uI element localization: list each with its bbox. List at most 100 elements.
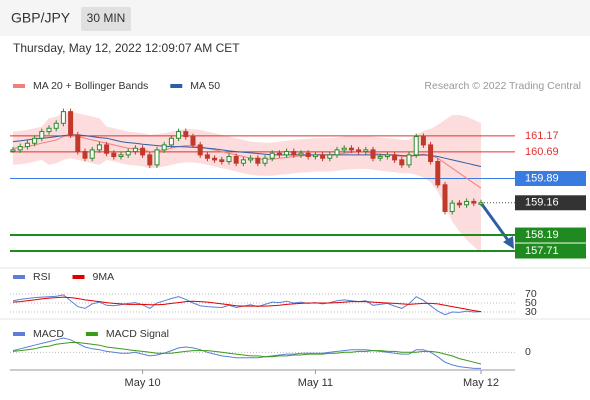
candle bbox=[240, 159, 246, 164]
candle bbox=[284, 151, 290, 156]
candle bbox=[399, 159, 405, 166]
candle bbox=[420, 136, 426, 146]
candle bbox=[442, 184, 448, 212]
legend-label: 9MA bbox=[93, 271, 115, 283]
candle bbox=[334, 149, 340, 156]
level-label: 160.69 bbox=[525, 146, 559, 158]
credit: Research © 2022 Trading Central bbox=[424, 80, 581, 92]
candle bbox=[204, 154, 210, 159]
candle bbox=[428, 144, 434, 163]
candle bbox=[219, 159, 225, 163]
candle bbox=[312, 154, 318, 158]
candle bbox=[276, 152, 282, 156]
candle bbox=[262, 157, 268, 164]
indicator-line bbox=[12, 294, 482, 316]
legend-swatch bbox=[85, 332, 98, 336]
level-tag bbox=[515, 170, 586, 186]
candle bbox=[96, 144, 102, 151]
candle bbox=[392, 154, 398, 161]
legend-swatch bbox=[72, 275, 85, 279]
timestamp: Thursday, May 12, 2022 12:09:07 AM CET bbox=[13, 41, 240, 55]
candle bbox=[60, 111, 66, 124]
candle bbox=[24, 142, 30, 148]
candle bbox=[233, 156, 239, 164]
candle bbox=[197, 144, 203, 156]
candle bbox=[125, 151, 131, 156]
candle bbox=[154, 149, 160, 166]
candle bbox=[406, 154, 412, 166]
legend-label: MACD Signal bbox=[106, 328, 169, 340]
candle bbox=[305, 152, 311, 158]
candle bbox=[384, 154, 390, 158]
level-label: 157.71 bbox=[525, 245, 559, 257]
candle bbox=[464, 200, 470, 206]
candle bbox=[320, 154, 326, 159]
symbol: GBP/JPY bbox=[11, 10, 71, 26]
legend-swatch bbox=[13, 332, 25, 336]
level-label: 159.16 bbox=[525, 197, 559, 209]
level-tag bbox=[515, 195, 586, 211]
level-label: 159.89 bbox=[525, 172, 559, 184]
candle bbox=[348, 147, 354, 151]
legend-label: MACD bbox=[33, 328, 64, 340]
legend-swatch bbox=[13, 84, 25, 88]
indicator-line bbox=[12, 296, 482, 313]
legend-label: RSI bbox=[33, 271, 51, 283]
level-tag bbox=[515, 243, 586, 259]
candle bbox=[10, 149, 16, 152]
candle bbox=[75, 134, 81, 153]
candle bbox=[46, 127, 52, 133]
candle bbox=[89, 149, 95, 159]
candle bbox=[53, 122, 59, 129]
candle bbox=[255, 157, 261, 164]
candle bbox=[413, 136, 419, 156]
candle bbox=[341, 147, 347, 151]
candle bbox=[449, 202, 455, 212]
candle bbox=[111, 152, 117, 158]
bollinger-band bbox=[13, 111, 481, 253]
candle bbox=[17, 146, 23, 151]
candle bbox=[248, 157, 254, 161]
level-tag bbox=[515, 227, 586, 243]
candle bbox=[104, 144, 110, 154]
candle bbox=[68, 111, 74, 136]
projection-arrow bbox=[479, 202, 512, 244]
candle bbox=[298, 152, 304, 156]
candle bbox=[82, 151, 88, 159]
candle bbox=[363, 149, 369, 153]
legend-label: MA 20 + Bollinger Bands bbox=[33, 80, 148, 92]
level-label: 161.17 bbox=[525, 130, 559, 142]
candle bbox=[147, 154, 153, 166]
candle bbox=[226, 156, 232, 163]
candle bbox=[291, 151, 297, 156]
moving-average bbox=[12, 134, 482, 189]
y-tick-label: 0 bbox=[525, 346, 531, 358]
candle bbox=[176, 131, 182, 139]
candle bbox=[39, 131, 45, 139]
candle bbox=[161, 144, 167, 151]
indicator-line bbox=[12, 337, 481, 369]
candle bbox=[212, 157, 218, 161]
candle bbox=[183, 131, 189, 138]
indicator-line bbox=[12, 342, 482, 365]
candle bbox=[478, 202, 484, 205]
candle bbox=[435, 161, 441, 186]
candle bbox=[377, 156, 383, 159]
x-tick-label: May 12 bbox=[463, 377, 499, 389]
candle bbox=[190, 136, 196, 146]
y-tick-label: 70 bbox=[525, 288, 537, 300]
legend-swatch bbox=[170, 84, 183, 88]
candle bbox=[370, 149, 376, 159]
level-label: 158.19 bbox=[525, 229, 559, 241]
candle bbox=[32, 137, 38, 144]
y-tick-label: 30 bbox=[525, 306, 537, 318]
candle bbox=[132, 147, 138, 153]
interval[interactable]: 30 MIN bbox=[87, 11, 126, 25]
candle bbox=[327, 154, 333, 159]
candle bbox=[168, 137, 174, 146]
legend-swatch bbox=[13, 275, 25, 279]
interval-button[interactable] bbox=[81, 7, 131, 31]
candle bbox=[456, 202, 462, 206]
candle bbox=[356, 149, 362, 153]
